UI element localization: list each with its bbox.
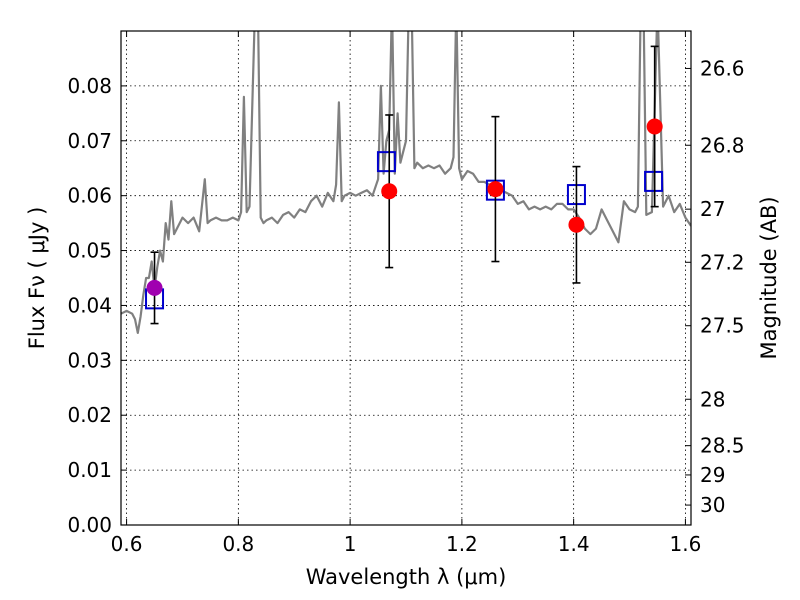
y-right-tick-label: 28 xyxy=(700,387,725,411)
plot-area xyxy=(121,31,691,334)
model-spectrum-line xyxy=(121,31,691,334)
y-right-tick-label: 27 xyxy=(700,197,725,221)
model-photometry-marker xyxy=(376,151,396,173)
y-right-tick-label: 29 xyxy=(700,463,725,487)
y-tick-label: 0.04 xyxy=(67,293,112,317)
x-tick-label: 1.4 xyxy=(558,532,590,556)
axes: 0.6 0.8 1 1.2 1.4 1.6 0.00 0.01 0.02 0.03 0.04 0.05… xyxy=(67,31,745,556)
y-right-tick-label: 27.5 xyxy=(700,314,745,338)
y-tick-label: 0.05 xyxy=(67,239,112,263)
plot-frame xyxy=(120,30,692,526)
y-right-tick-label: 26.6 xyxy=(700,56,745,80)
x-tick-label: 0.8 xyxy=(222,532,254,556)
y-tick-label: 0.07 xyxy=(67,129,112,153)
y-axis-right-label: Magnitude (AB) xyxy=(757,196,781,359)
y-tick-label: 0.06 xyxy=(67,184,112,208)
observed-point xyxy=(381,183,398,200)
x-axis-label: Wavelength λ (μm) xyxy=(306,565,507,589)
y-right-tick-label: 26.8 xyxy=(700,133,745,157)
y-axis-label: Flux Fν ( μJy ) xyxy=(25,207,49,350)
observed-point xyxy=(146,279,163,296)
x-tick-label: 0.6 xyxy=(111,532,143,556)
y-tick-label: 0.08 xyxy=(67,74,112,98)
y-tick-label: 0.01 xyxy=(67,458,112,482)
x-tick-label: 1.6 xyxy=(670,532,702,556)
x-tick-label: 1.2 xyxy=(446,532,478,556)
y-tick-label: 0.03 xyxy=(67,348,112,372)
x-tick-label: 1 xyxy=(344,532,357,556)
y-right-tick-label: 28.5 xyxy=(700,434,745,458)
y-tick-label: 0.02 xyxy=(67,403,112,427)
observed-point xyxy=(646,118,663,135)
model-photometry-marker xyxy=(644,170,664,192)
y-tick-label: 0.00 xyxy=(67,513,112,537)
observed-point xyxy=(568,216,585,233)
y-right-tick-label: 30 xyxy=(700,493,725,517)
y-right-tick-label: 27.2 xyxy=(700,250,745,274)
observed-point xyxy=(487,181,504,198)
